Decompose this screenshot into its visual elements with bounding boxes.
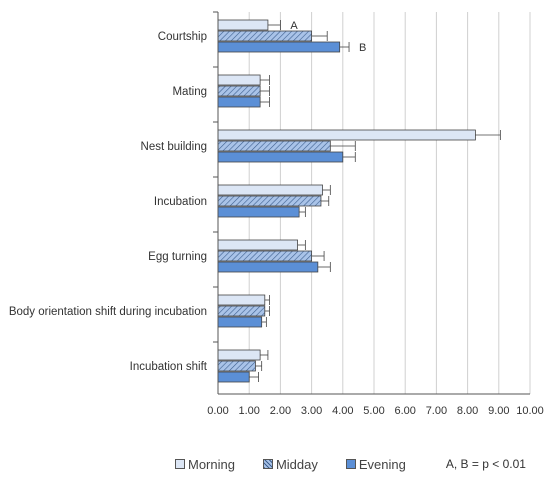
legend-label-evening: Evening [358, 456, 406, 472]
legend-item-midday: Midday [262, 456, 318, 472]
bar-morning [217, 349, 261, 361]
legend-label-morning: Morning [188, 456, 235, 472]
x-tick-label: 2.00 [270, 405, 291, 417]
category-label: Incubation [154, 196, 207, 208]
significance-note: A, B = p < 0.01 [445, 457, 526, 471]
bar-midday [217, 250, 312, 262]
bar-morning [217, 294, 266, 306]
annotation-label: B [359, 42, 366, 54]
bar-evening [217, 96, 261, 108]
annotation-label: A [290, 20, 298, 32]
category-label: Egg turning [148, 251, 207, 263]
labels-group: 0.00 1.00 2.00 3.00 4.00 5.00 6.00 7.00 8.00 9.00… [9, 20, 544, 417]
bar-evening [217, 206, 300, 218]
category-label: Mating [172, 86, 207, 98]
x-tick-label: 4.00 [332, 405, 353, 417]
x-tick-label: 5.00 [363, 405, 384, 417]
legend-swatch-midday [262, 459, 273, 469]
bar-evening [217, 41, 341, 53]
bar-morning [217, 19, 269, 31]
bar-midday [217, 360, 256, 372]
x-tick-label: 3.00 [301, 405, 322, 417]
category-label: Body orientation shift during incubation [9, 306, 207, 318]
legend: Morning Midday Evening A, B = p < 0.01 [175, 455, 535, 473]
legend-item-evening: Evening [345, 456, 406, 472]
bar-chart: 0.00 1.00 2.00 3.00 4.00 5.00 6.00 7.00 8.00 9.00… [9, 11, 544, 417]
bar-midday [217, 140, 331, 152]
bar-morning [217, 184, 323, 196]
legend-swatch-evening [345, 459, 356, 469]
gridlines [248, 12, 531, 394]
bar-midday [217, 85, 261, 97]
x-tick-label: 9.00 [488, 405, 509, 417]
bar-evening [217, 151, 344, 163]
bar-morning [217, 74, 261, 86]
legend-swatch-morning [175, 459, 185, 469]
bar-evening [217, 371, 250, 383]
bar-evening [217, 261, 319, 273]
x-tick-label: 0.00 [207, 405, 228, 417]
bar-midday [217, 305, 266, 317]
x-tick-label: 6.00 [394, 405, 415, 417]
category-label: Nest building [141, 141, 207, 153]
bar-evening [217, 316, 263, 328]
category-label: Incubation shift [130, 361, 208, 373]
bar-morning [217, 239, 298, 251]
legend-item-morning: Morning [175, 457, 235, 472]
axes [213, 11, 530, 395]
x-tick-label: 8.00 [457, 405, 478, 417]
x-tick-label: 7.00 [426, 405, 447, 417]
category-label: Courtship [158, 31, 207, 43]
bars-group [217, 19, 501, 383]
bar-midday [217, 30, 312, 42]
legend-label-midday: Midday [275, 456, 318, 472]
bar-morning [217, 129, 476, 141]
x-tick-label: 10.00 [516, 405, 544, 417]
x-tick-label: 1.00 [238, 405, 259, 417]
bar-midday [217, 195, 322, 207]
